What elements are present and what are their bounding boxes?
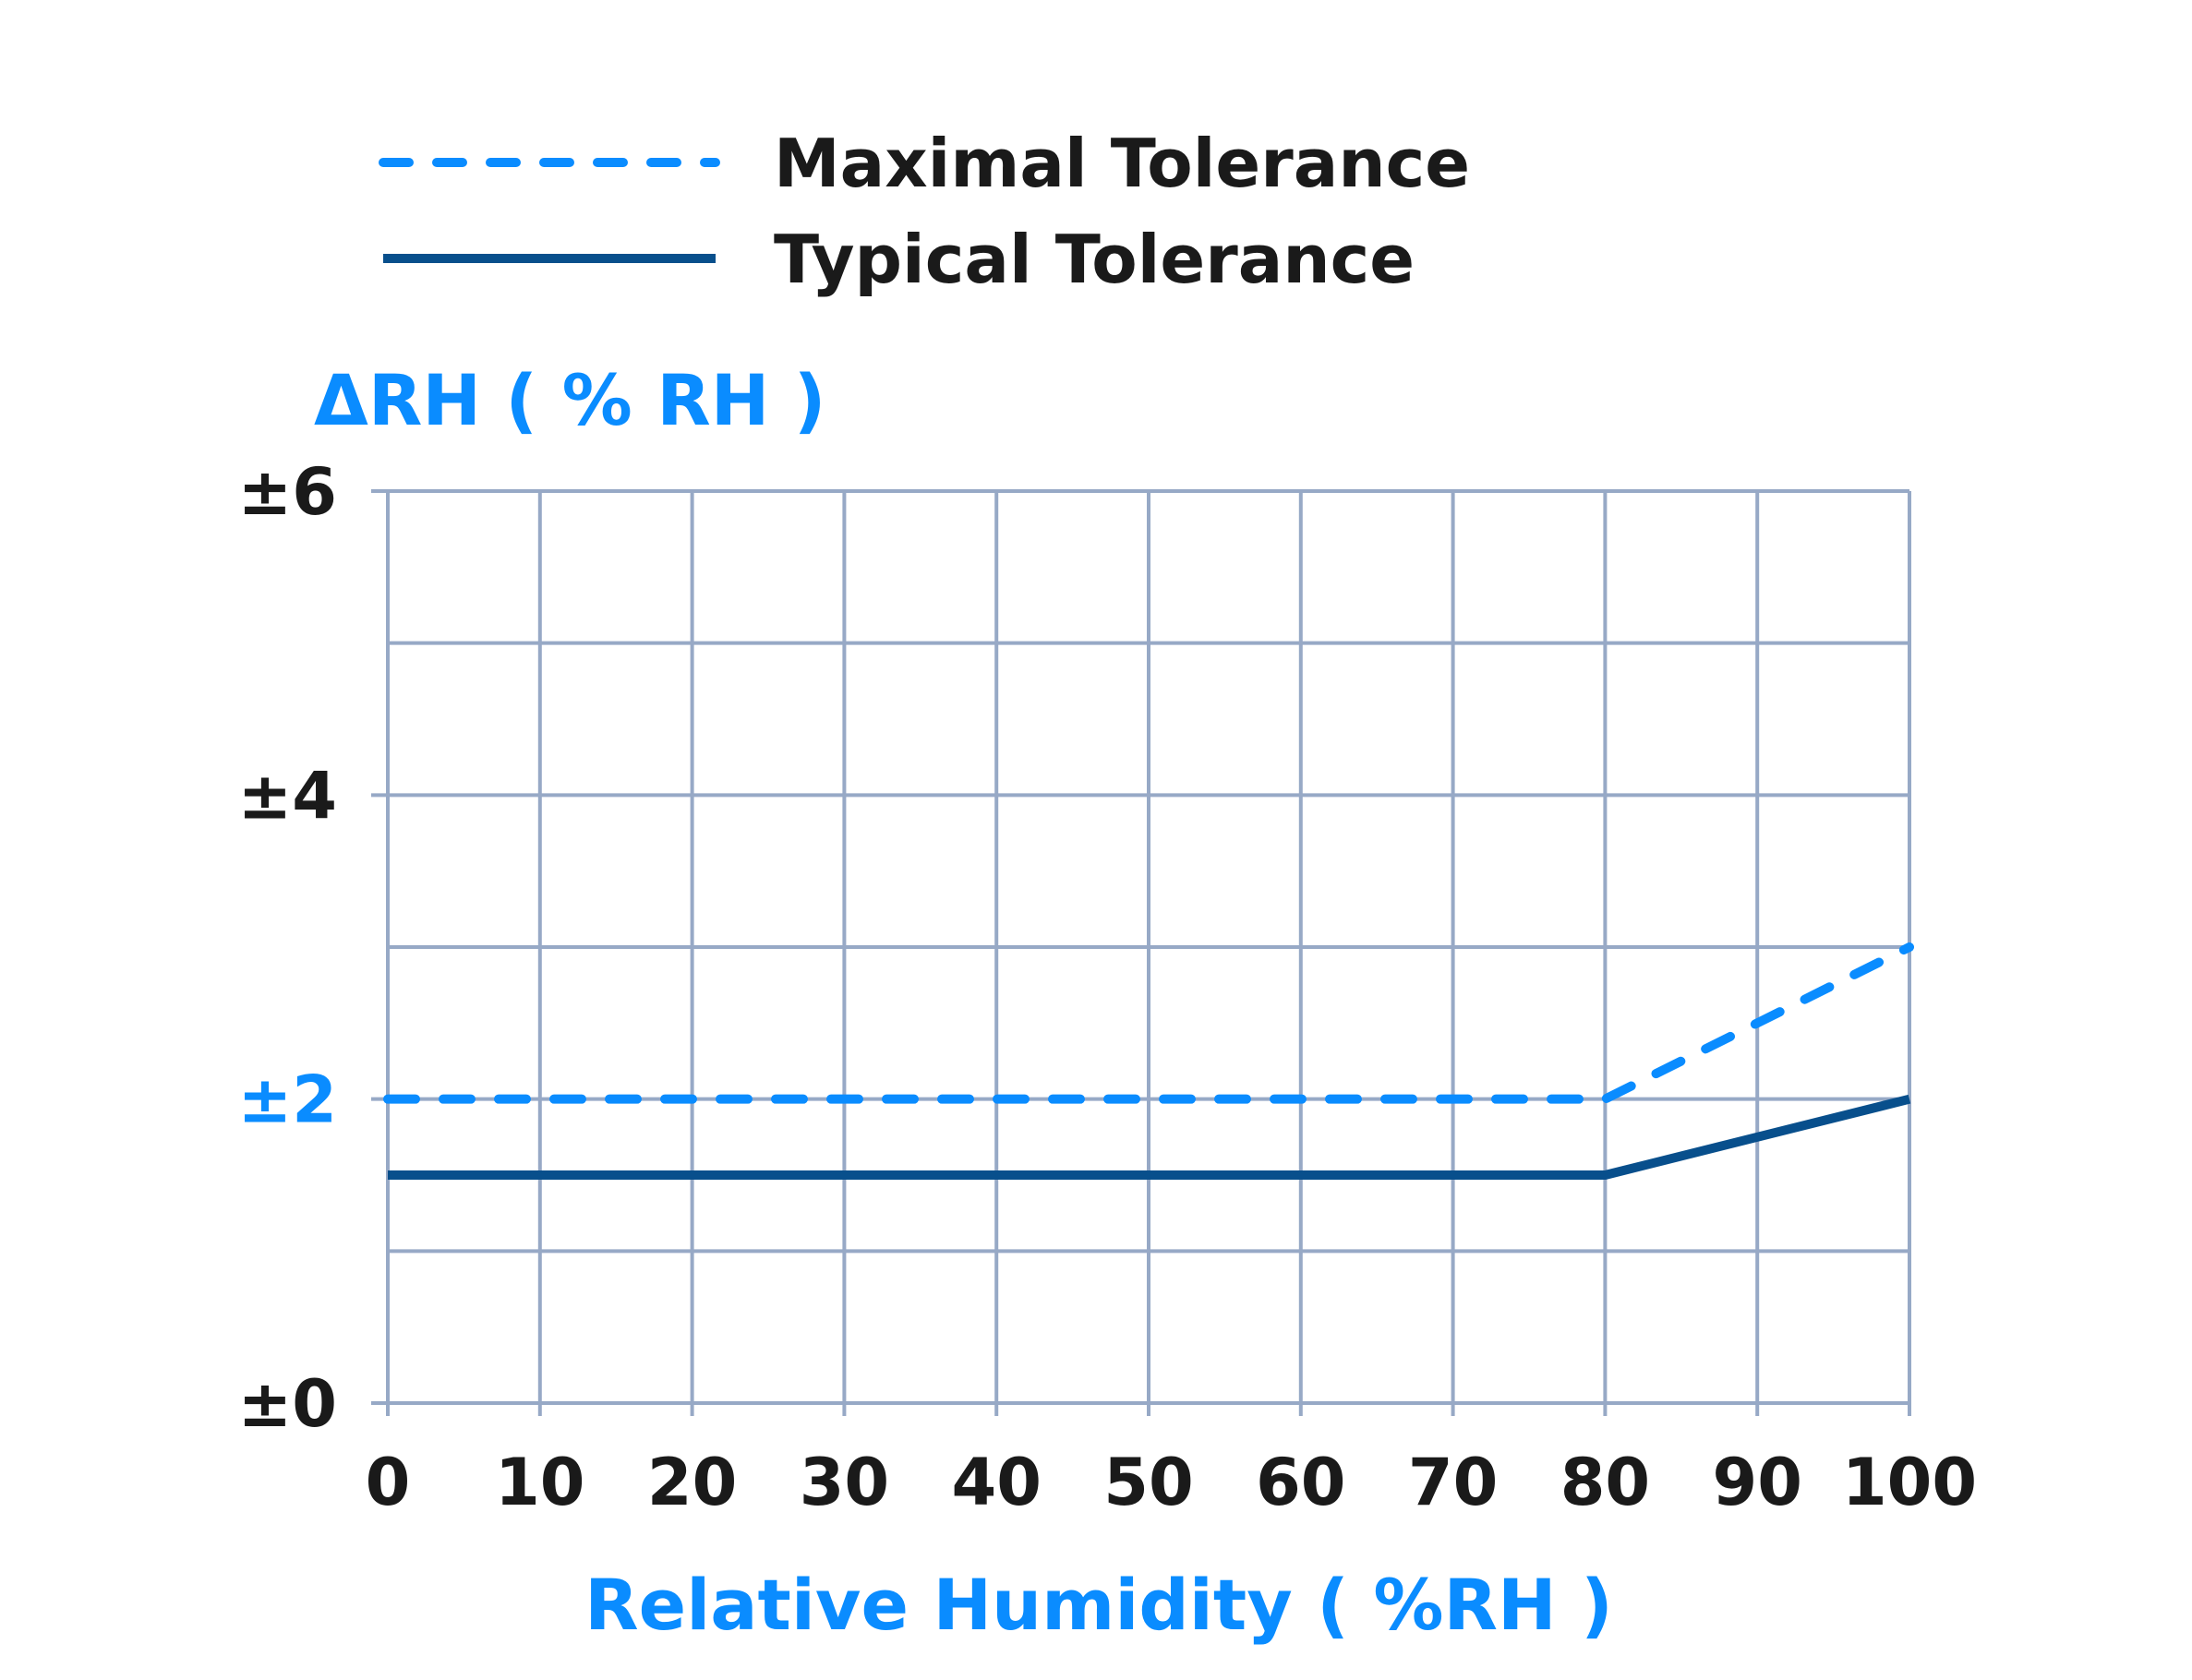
y-tick-label: ±4 [238, 758, 337, 834]
series-line-typical [388, 1094, 1911, 1180]
y-tick-labels: ±0 ±2 ±4 ±6 [238, 454, 337, 1442]
x-tick-label: 40 [951, 1445, 1041, 1520]
y-tick-label: ±0 [238, 1366, 337, 1442]
x-axis-title: Relative Humidity ( %RH ) [584, 1564, 1613, 1646]
y-tick-label: ±6 [238, 454, 337, 530]
legend: Maximal Tolerance Typical Tolerance [379, 125, 1470, 298]
series-line-maximal [383, 942, 1914, 1104]
x-tick-label: 30 [800, 1445, 889, 1520]
x-tick-label: 60 [1256, 1445, 1345, 1520]
x-tick-label: 70 [1408, 1445, 1498, 1520]
x-tick-label: 10 [495, 1445, 584, 1520]
x-tick-label: 20 [647, 1445, 737, 1520]
y-tick-label: ±2 [238, 1062, 337, 1138]
ticks [371, 489, 1911, 1416]
legend-label-maximal: Maximal Tolerance [774, 125, 1470, 202]
x-tick-label: 90 [1712, 1445, 1801, 1520]
y-axis-title: ΔRH ( % RH ) [314, 359, 826, 441]
x-tick-label: 0 [366, 1445, 411, 1520]
legend-label-typical: Typical Tolerance [774, 221, 1415, 298]
grid [386, 489, 1911, 1405]
x-tick-label: 50 [1103, 1445, 1193, 1520]
x-tick-label: 100 [1842, 1445, 1977, 1520]
x-tick-labels: 0 10 20 30 40 50 60 70 80 90 100 [366, 1445, 1977, 1520]
x-tick-label: 80 [1560, 1445, 1650, 1520]
series-layer [383, 942, 1914, 1180]
